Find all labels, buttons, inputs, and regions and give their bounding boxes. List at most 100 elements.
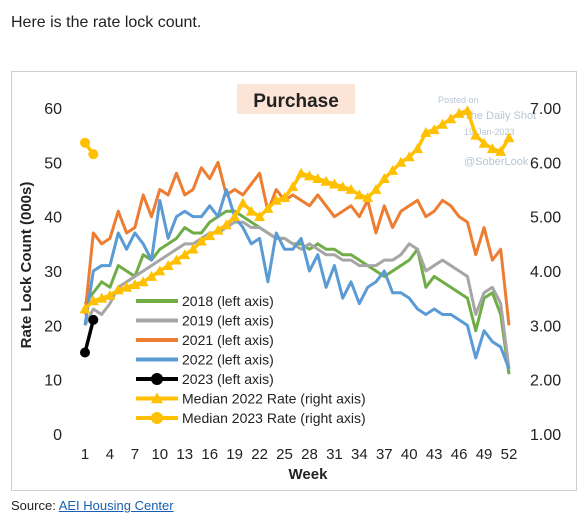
data-point: [137, 276, 149, 287]
legend-label: 2018 (left axis): [182, 293, 274, 309]
series-line: [83, 188, 511, 370]
x-tick-label: 46: [451, 446, 468, 463]
data-point: [96, 292, 108, 303]
data-point: [204, 230, 216, 241]
series-2: [83, 160, 511, 326]
data-point: [80, 137, 90, 148]
data-point: [162, 260, 174, 270]
data-point: [436, 118, 448, 129]
x-axis: 1 4 7 10 13 16 19 22 25 28 31 34 37 40 43 46 49 52: [81, 446, 518, 463]
watermark-handle: @SoberLook: [464, 156, 529, 168]
legend-item: Median 2023 Rate (right axis): [136, 410, 366, 426]
y2-tick-label: 5.00: [530, 210, 561, 227]
intro-text: Here is the rate lock count.: [11, 14, 202, 31]
data-point: [387, 164, 399, 175]
data-point: [461, 105, 473, 116]
legend-label: 2019 (left axis): [182, 313, 274, 329]
data-point: [80, 347, 90, 358]
y2-tick-label: 6.00: [530, 155, 561, 172]
legend: 2018 (left axis) 2019 (left axis) 2021 (le…: [136, 293, 366, 426]
data-point: [403, 151, 415, 162]
watermark: Posted on The Daily Shot 19-Jan-2023 @So…: [438, 95, 536, 168]
watermark-date: 19-Jan-2023: [464, 127, 515, 137]
legend-label: Median 2023 Rate (right axis): [182, 410, 366, 426]
x-tick-label: 49: [476, 446, 493, 463]
data-point: [79, 303, 91, 314]
data-point: [328, 178, 340, 189]
watermark-source: The Daily Shot: [464, 110, 536, 122]
x-tick-label: 10: [151, 446, 168, 463]
data-point: [154, 265, 166, 276]
source-link[interactable]: AEI Housing Center: [58, 498, 174, 513]
x-tick-label: 22: [251, 446, 268, 463]
data-point: [486, 143, 498, 154]
data-point: [146, 270, 158, 281]
source-line: Source: AEI Housing Center: [11, 498, 174, 513]
data-point: [503, 132, 515, 143]
y-tick-label: 30: [44, 264, 62, 281]
x-tick-label: 4: [106, 446, 114, 463]
y2-tick-label: 4.00: [530, 264, 561, 281]
x-tick-label: 40: [401, 446, 418, 463]
legend-item: 2022 (left axis): [136, 352, 274, 368]
x-tick-label: 7: [131, 446, 139, 463]
data-point: [151, 392, 163, 404]
chart-title: Purchase: [253, 91, 339, 112]
data-point: [412, 143, 424, 154]
data-point: [279, 192, 291, 203]
data-point: [129, 279, 141, 289]
data-point: [151, 373, 163, 385]
data-point: [378, 173, 390, 184]
data-point: [295, 167, 307, 178]
legend-item: 2021 (left axis): [136, 332, 274, 348]
source-prefix: Source:: [11, 498, 59, 513]
data-point: [362, 192, 374, 203]
series-5: [79, 105, 515, 314]
series-line: [83, 209, 511, 375]
legend-label: Median 2022 Rate (right axis): [182, 391, 366, 407]
data-point: [170, 254, 182, 265]
data-point: [187, 243, 199, 254]
data-point: [88, 149, 99, 160]
plot-area: [79, 105, 515, 375]
data-point: [151, 412, 163, 424]
y2-tick-label: 1.00: [530, 427, 561, 444]
series-3: [83, 188, 511, 370]
x-tick-label: 37: [376, 446, 393, 463]
data-point: [88, 314, 99, 325]
series-0: [83, 209, 511, 375]
x-tick-label: 31: [326, 446, 343, 463]
data-point: [287, 181, 299, 192]
y-tick-label: 50: [44, 155, 62, 172]
data-point: [453, 107, 465, 118]
data-point: [212, 224, 224, 235]
data-point: [470, 129, 482, 140]
y-tick-label: 0: [53, 427, 62, 444]
data-point: [353, 189, 365, 200]
y-tick-label: 60: [44, 101, 62, 118]
data-point: [303, 170, 315, 181]
data-point: [337, 181, 349, 192]
series-4: [80, 314, 99, 358]
y2-tick-label: 7.00: [530, 101, 561, 118]
y-axis-title: Rate Lock Count (000s): [18, 182, 35, 349]
x-tick-label: 34: [351, 446, 368, 463]
data-point: [345, 184, 357, 194]
y-axis-left: 0 10 20 30 40 50 60: [44, 101, 62, 444]
x-tick-label: 25: [276, 446, 293, 463]
series-1: [83, 220, 511, 369]
data-point: [370, 184, 382, 194]
data-point: [179, 249, 191, 260]
legend-item: Median 2022 Rate (right axis): [136, 391, 366, 407]
y-tick-label: 20: [44, 318, 62, 335]
series-line: [83, 220, 511, 369]
data-point: [395, 156, 407, 167]
x-tick-label: 13: [176, 446, 193, 463]
legend-item: 2019 (left axis): [136, 313, 274, 329]
data-point: [445, 113, 457, 124]
data-point: [262, 203, 274, 213]
x-tick-label: 28: [301, 446, 318, 463]
data-point: [312, 173, 324, 184]
x-tick-label: 1: [81, 446, 89, 463]
x-tick-label: 19: [226, 446, 243, 463]
